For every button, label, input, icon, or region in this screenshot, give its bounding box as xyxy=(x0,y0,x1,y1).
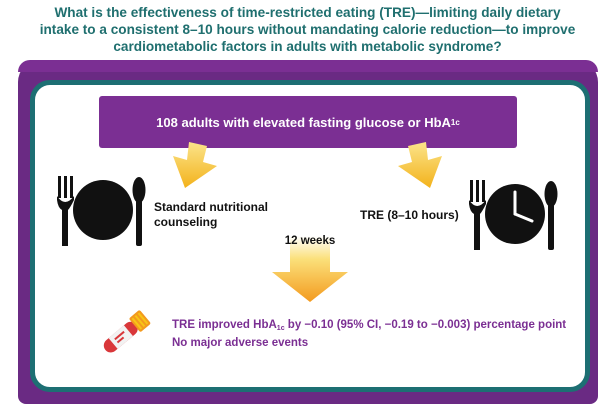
frame-top-strip xyxy=(18,60,598,72)
study-question: What is the effectiveness of time-restri… xyxy=(30,4,585,55)
population-text: 108 adults with elevated fasting glucose… xyxy=(156,114,451,130)
outcome-text: TRE improved HbA1c by −0.10 (95% CI, −0.… xyxy=(172,318,572,351)
blood-tube-icon xyxy=(103,310,151,353)
control-arm-label: Standard nutritional counseling xyxy=(154,200,274,230)
outcome-subscript: 1c xyxy=(276,325,285,332)
control-arm-line-1: Standard nutritional xyxy=(154,200,268,214)
clock-plate-icon xyxy=(469,180,558,250)
outcome-prefix: TRE improved HbA xyxy=(172,319,277,331)
population-subscript: 1c xyxy=(450,117,460,127)
outcome-line-2: No major adverse events xyxy=(172,337,309,349)
control-arm-line-2: counseling xyxy=(154,215,218,229)
duration-label: 12 weeks xyxy=(284,235,336,247)
outcome-suffix: by −0.10 (95% CI, −0.19 to −0.003) perce… xyxy=(284,319,567,331)
down-arrow-icon xyxy=(173,142,217,188)
question-line-3: cardiometabolic factors in adults with m… xyxy=(113,39,502,54)
question-line-2: intake to a consistent 8–10 hours withou… xyxy=(39,22,576,37)
down-arrow-icon xyxy=(398,142,442,188)
intervention-arm-label: TRE (8–10 hours) xyxy=(360,208,459,222)
down-arrow-icon xyxy=(272,236,348,302)
plate-fork-spoon-icon xyxy=(57,176,146,246)
question-line-1: What is the effectiveness of time-restri… xyxy=(54,5,561,20)
population-box: 108 adults with elevated fasting glucose… xyxy=(99,96,517,148)
outcome-line-1: TRE improved HbA1c by −0.10 (95% CI, −0.… xyxy=(172,318,572,336)
